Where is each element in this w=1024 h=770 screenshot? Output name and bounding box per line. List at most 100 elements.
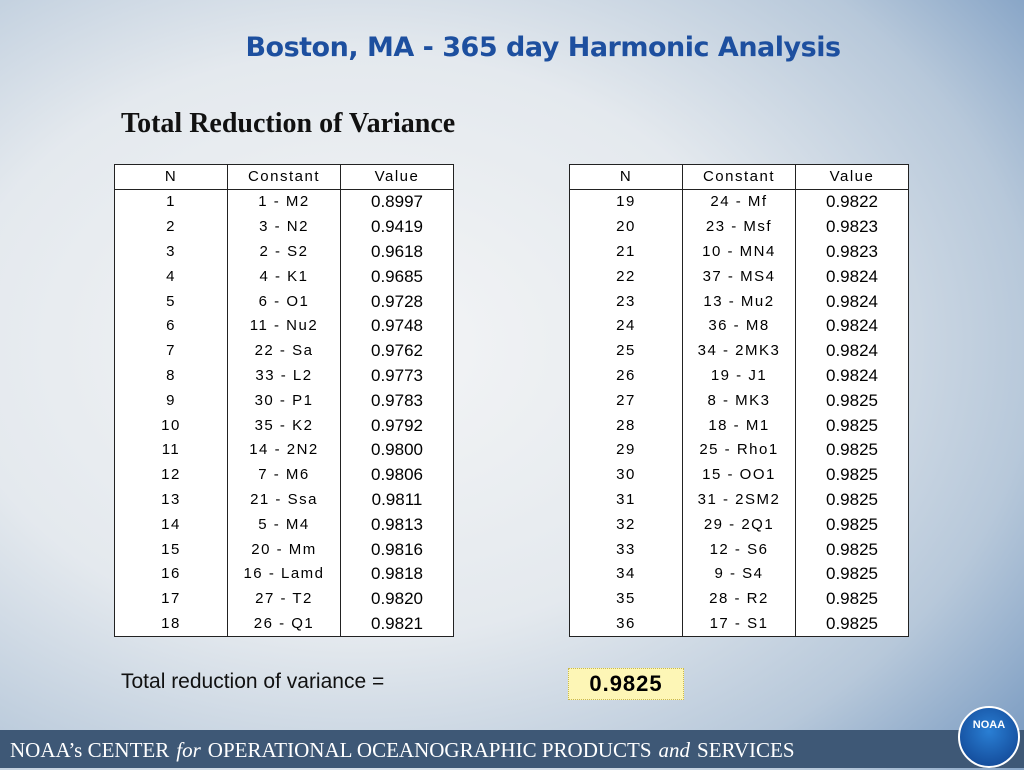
table-cell: 0.9820	[340, 586, 454, 612]
table-cell: 25	[569, 338, 683, 364]
table-cell: 4	[114, 264, 228, 290]
table-cell: 13	[114, 487, 228, 513]
column-header: N	[114, 164, 228, 190]
table-cell: 0.9806	[340, 462, 454, 488]
table-row: 31 31 - 2SM2 0.9825	[569, 487, 909, 513]
table-row: 24 36 - M8 0.9824	[569, 313, 909, 339]
table-cell: 17	[114, 586, 228, 612]
table-cell: 5	[114, 289, 228, 314]
table-cell: 0.9800	[340, 437, 454, 463]
table-cell: 26	[569, 363, 683, 389]
table-row: 34 9 - S4 0.9825	[569, 561, 909, 587]
table-cell: 0.9825	[795, 487, 909, 513]
table-cell: 9 - S4	[682, 561, 796, 587]
table-cell: 36 - M8	[682, 313, 796, 339]
table-cell: 21 - Ssa	[227, 487, 341, 513]
footer-text: for	[176, 738, 201, 762]
table-cell: 0.9816	[340, 537, 454, 562]
table-cell: 0.8997	[340, 189, 454, 215]
table-cell: 34	[569, 561, 683, 587]
logo: NOAA	[958, 706, 1020, 768]
table-row: 16 16 - Lamd 0.9818	[114, 561, 454, 587]
table-cell: 0.9685	[340, 264, 454, 290]
table-cell: 14 - 2N2	[227, 437, 341, 463]
table-cell: 0.9823	[795, 214, 909, 240]
table-cell: 30	[569, 462, 683, 488]
column-header: Value	[795, 164, 909, 190]
table-cell: 4 - K1	[227, 264, 341, 290]
subtitle: Total Reduction of Variance	[121, 108, 456, 139]
table-row: 9 30 - P1 0.9783	[114, 388, 454, 414]
table-cell: 14	[114, 512, 228, 538]
table-cell: 5 - M4	[227, 512, 341, 538]
footer-text: and	[658, 738, 691, 762]
table-cell: 28 - R2	[682, 586, 796, 612]
table-cell: 24 - Mf	[682, 189, 796, 215]
table-cell: 3	[114, 239, 228, 265]
table-cell: 29	[569, 437, 683, 463]
table-cell: 26 - Q1	[227, 611, 341, 638]
table-cell: 0.9825	[795, 388, 909, 414]
summary-value: 0.9825	[568, 668, 684, 700]
table-cell: 12 - S6	[682, 537, 796, 562]
footer-text: OPERATIONAL OCEANOGRAPHIC PRODUCTS	[207, 738, 652, 762]
table-row: 14 5 - M4 0.9813	[114, 512, 454, 538]
table-cell: 19	[569, 189, 683, 215]
table-cell: 10	[114, 413, 228, 438]
table-row: 19 24 - Mf 0.9822	[569, 189, 909, 215]
table-row: 35 28 - R2 0.9825	[569, 586, 909, 612]
table-cell: 0.9618	[340, 239, 454, 265]
table-cell: 34 - 2MK3	[682, 338, 796, 364]
table-cell: 35 - K2	[227, 413, 341, 438]
table-cell: 13 - Mu2	[682, 289, 796, 314]
table-cell: 30 - P1	[227, 388, 341, 414]
table-row: 7 22 - Sa 0.9762	[114, 338, 454, 364]
table-cell: 0.9783	[340, 388, 454, 414]
table-cell: 11 - Nu2	[227, 313, 341, 339]
table-cell: 10 - MN4	[682, 239, 796, 265]
table-cell: 37 - MS4	[682, 264, 796, 290]
table-cell: 8 - MK3	[682, 388, 796, 414]
table-cell: 0.9762	[340, 338, 454, 364]
table-cell: 2 - S2	[227, 239, 341, 265]
table-cell: 17 - S1	[682, 611, 796, 638]
header-row: N Constant Value	[569, 164, 909, 190]
table-row: 29 25 - Rho1 0.9825	[569, 437, 909, 463]
table-cell: 3 - N2	[227, 214, 341, 240]
table-row: 17 27 - T2 0.9820	[114, 586, 454, 612]
table-row: 26 19 - J1 0.9824	[569, 363, 909, 389]
table-cell: 29 - 2Q1	[682, 512, 796, 538]
table-cell: 31 - 2SM2	[682, 487, 796, 513]
table-row: 32 29 - 2Q1 0.9825	[569, 512, 909, 538]
table-cell: 0.9419	[340, 214, 454, 240]
table-cell: 23	[569, 289, 683, 314]
table-row: 18 26 - Q1 0.9821	[114, 611, 454, 638]
table-cell: 0.9748	[340, 313, 454, 339]
column-header: Constant	[227, 164, 341, 190]
column-header: N	[569, 164, 683, 190]
table-cell: 31	[569, 487, 683, 513]
table-row: 8 33 - L2 0.9773	[114, 363, 454, 389]
table-cell: 0.9824	[795, 338, 909, 364]
table-cell: 27 - T2	[227, 586, 341, 612]
table-row: 6 11 - Nu2 0.9748	[114, 313, 454, 339]
table-cell: 0.9822	[795, 189, 909, 215]
table-row: 25 34 - 2MK3 0.9824	[569, 338, 909, 364]
table-cell: 0.9813	[340, 512, 454, 538]
table-cell: 0.9818	[340, 561, 454, 587]
table-cell: 33	[569, 537, 683, 562]
table-cell: 25 - Rho1	[682, 437, 796, 463]
table-row: 20 23 - Msf 0.9823	[569, 214, 909, 240]
table-cell: 0.9824	[795, 363, 909, 389]
table-cell: 8	[114, 363, 228, 389]
summary-label: Total reduction of variance =	[121, 670, 385, 693]
table-cell: 9	[114, 388, 228, 414]
table-cell: 15	[114, 537, 228, 562]
footer-text: SERVICES	[697, 738, 795, 762]
